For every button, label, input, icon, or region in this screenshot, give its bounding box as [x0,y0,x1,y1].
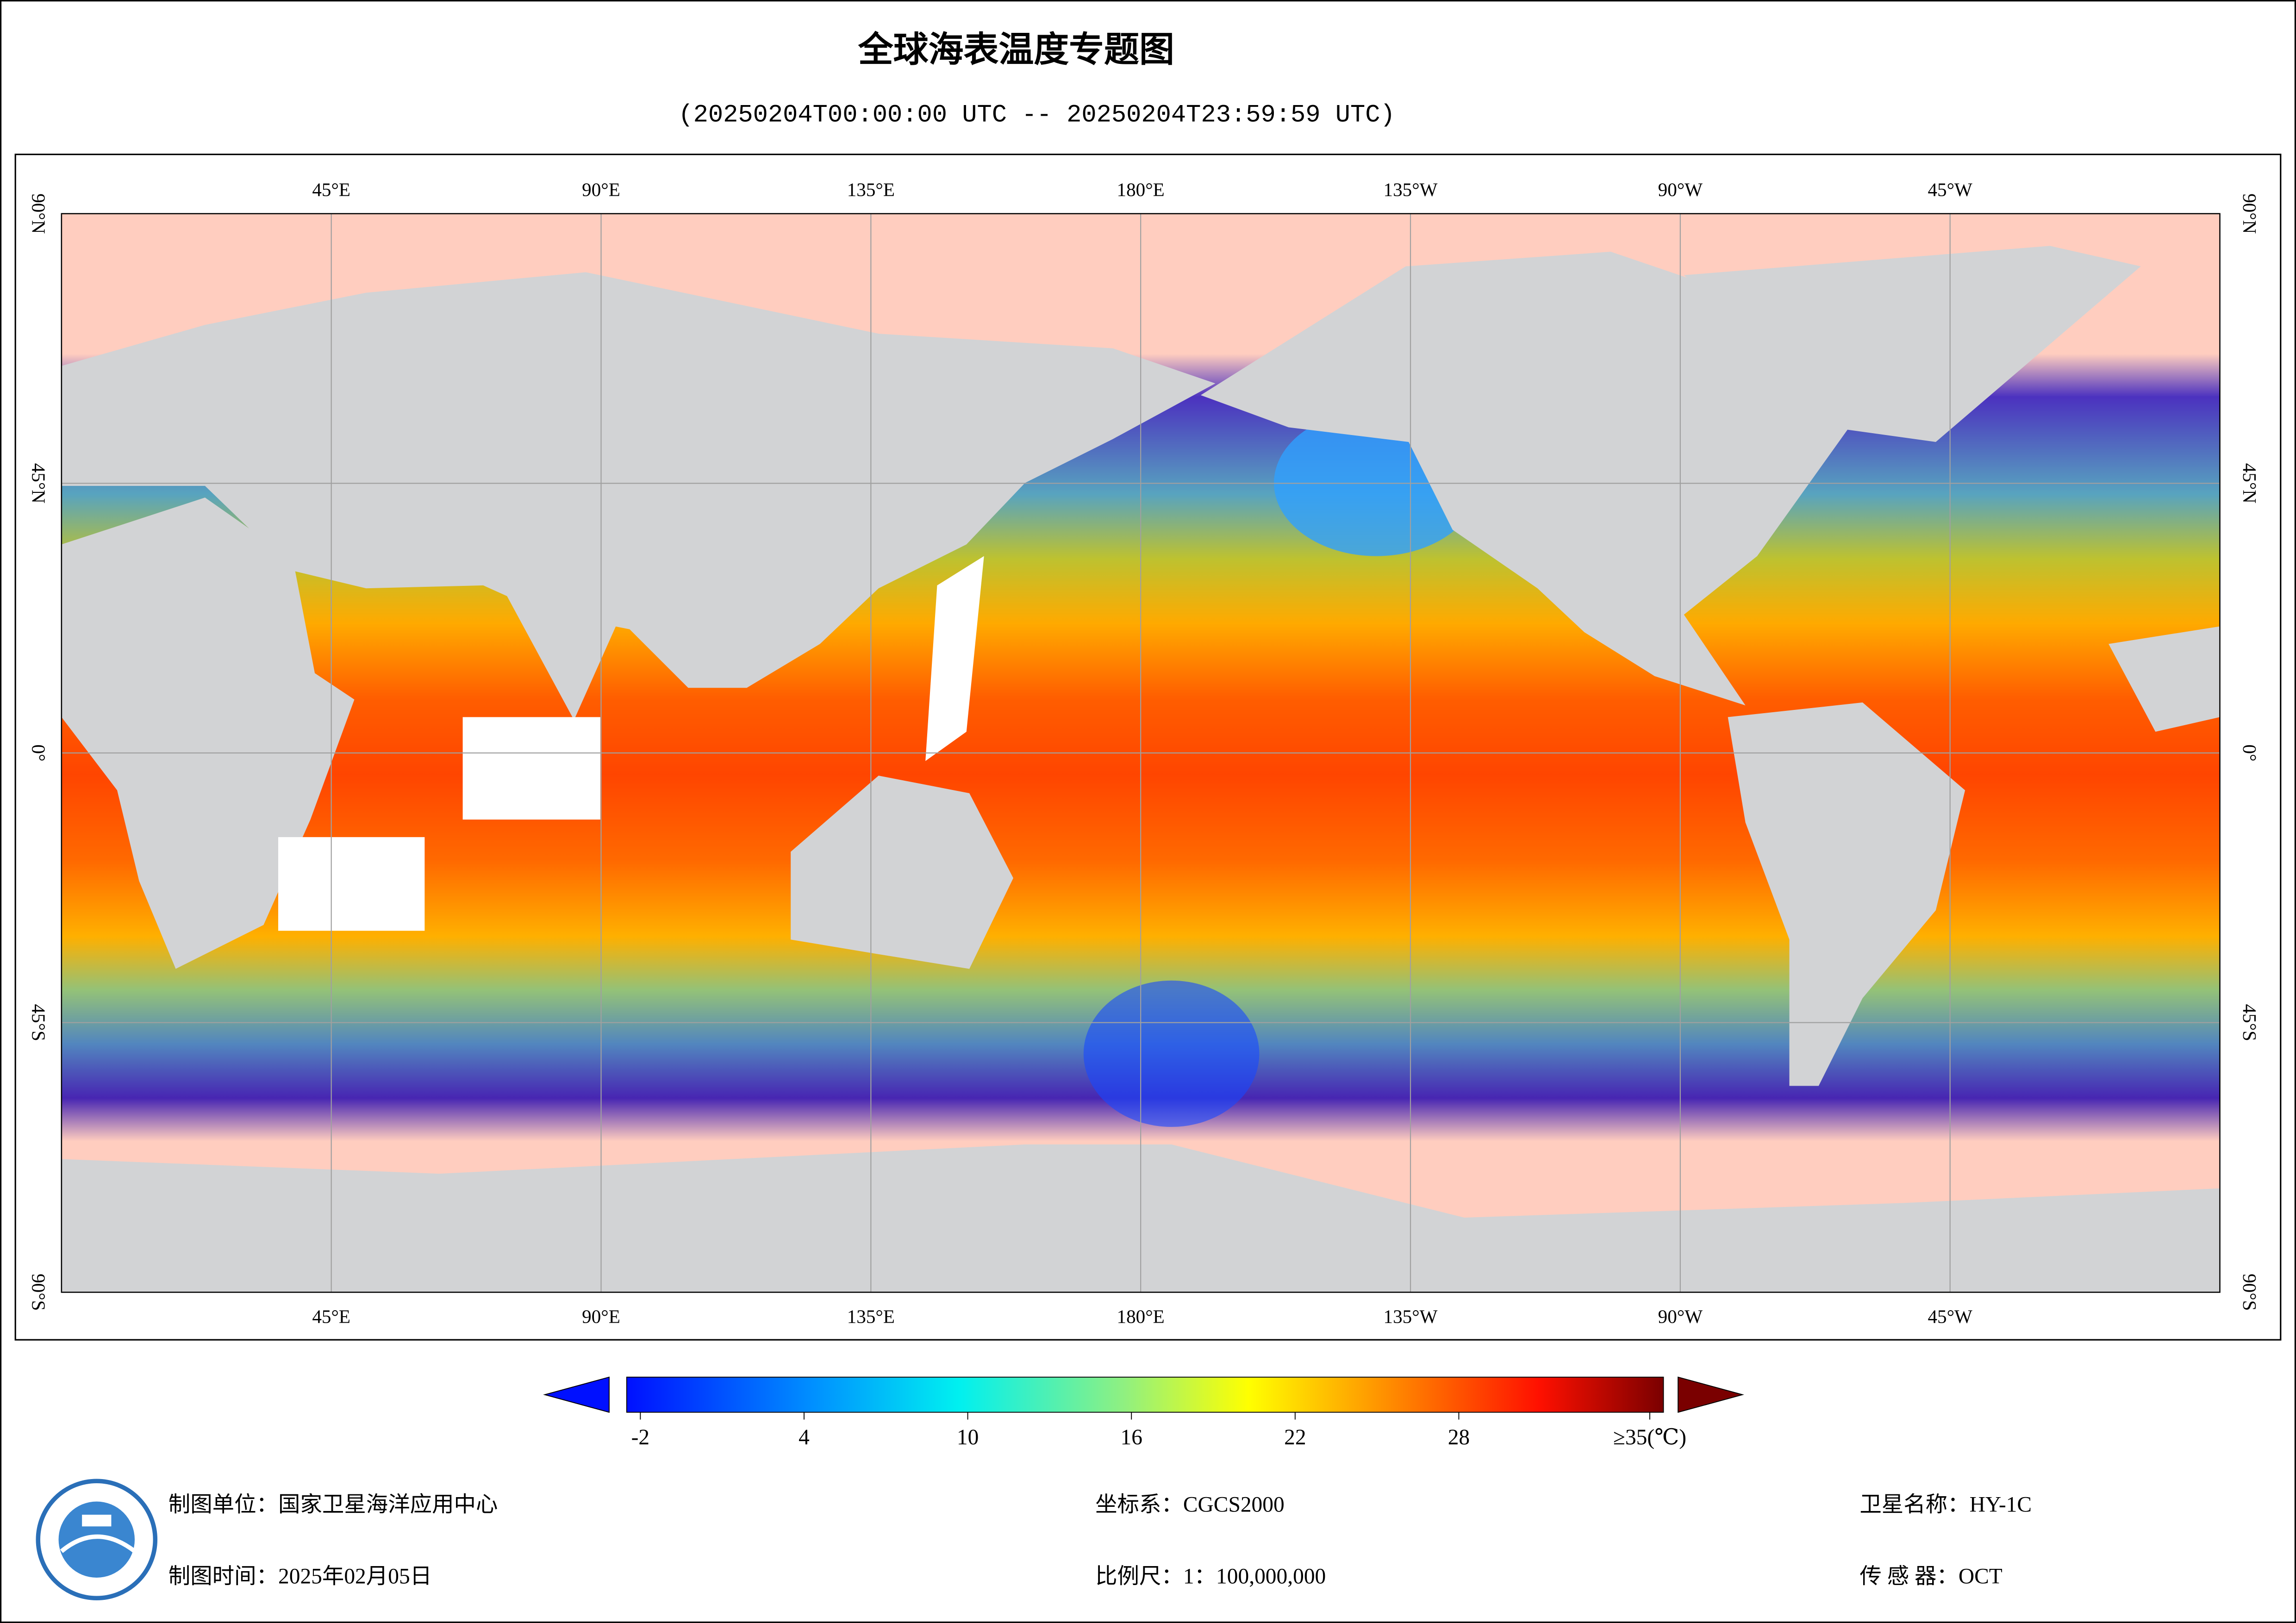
map-border [61,213,2221,1293]
land-india [505,592,623,720]
footer-sensor: 传 感 器：OCT [1859,1565,2002,1589]
colorbar-tick-label: 28 [1448,1425,1470,1449]
lat-tick-label-right: 45°N [2239,463,2260,504]
colorbar-tick-label: 16 [1120,1425,1142,1449]
map-title: 全球海表温度专题图 [858,29,1174,70]
lon-tick-label-bottom: 45°E [312,1306,350,1327]
lat-tick-label-left: 45°N [28,463,50,504]
lon-tick-label-top: 45°E [312,179,350,200]
lon-tick-label-bottom: 180°E [1117,1306,1165,1327]
lon-tick-label-top: 135°W [1384,179,1438,200]
land-australia [791,776,1013,969]
footer-scale: 比例尺：1：100,000,000 [1095,1565,1326,1589]
colorbar-low-arrow [543,1376,610,1413]
footer-time: 制图时间：2025年02月05日 [168,1565,432,1589]
land-south-america [1728,702,1965,1086]
logo-wave [60,1534,136,1553]
colorbar [626,1376,1664,1413]
lon-tick-label-bottom: 45°W [1928,1306,1972,1327]
land-eurasia [61,272,1216,688]
footer-unit: 制图单位：国家卫星海洋应用中心 [168,1493,498,1517]
lon-tick-label-top: 180°E [1117,179,1165,200]
colorbar-high-arrow [1678,1376,1744,1413]
lon-tick-label-bottom: 90°W [1658,1306,1703,1327]
colorbar-tick-label: -2 [631,1425,650,1449]
lat-tick-label-left: 0° [28,745,50,762]
land-north-america [1200,251,1904,706]
colorbar-tick-label: 4 [799,1425,810,1449]
logo-satellite [82,1514,112,1527]
lon-tick-label-bottom: 135°E [847,1306,895,1327]
lat-tick-label-left: 90°S [28,1274,50,1311]
land-west-africa [2109,626,2220,732]
lat-tick-label-right: 90°S [2239,1274,2260,1311]
logo-globe [58,1501,135,1578]
lon-tick-label-top: 90°W [1658,179,1703,200]
lat-tick-label-right: 90°N [2239,193,2260,234]
colorbar-tick-label: 10 [957,1425,979,1449]
land-greenland [1684,246,2141,442]
data-gap [925,556,984,761]
lon-tick-label-top: 90°E [582,179,620,200]
lat-tick-label-right: 0° [2239,745,2260,762]
map-subtitle: (20250204T00:00:00 UTC -- 20250204T23:59… [678,101,1395,129]
footer-satellite: 卫星名称：HY-1C [1859,1493,2032,1517]
lat-tick-label-left: 45°S [28,1004,50,1041]
footer-crs: 坐标系：CGCS2000 [1095,1493,1285,1517]
data-gap [278,837,425,931]
lon-tick-label-bottom: 90°E [582,1306,620,1327]
colorbar-tick-label: 22 [1284,1425,1306,1449]
lon-tick-label-top: 135°E [847,179,895,200]
lon-tick-label-top: 45°W [1928,179,1972,200]
data-gap [462,717,600,820]
lon-tick-label-bottom: 135°W [1384,1306,1438,1327]
lat-tick-label-right: 45°S [2239,1004,2260,1041]
lat-tick-label-left: 90°N [28,193,50,234]
colorbar-tick-label: ≥35(℃) [1613,1425,1686,1449]
sst-cold-eddy [1083,980,1260,1127]
logo [36,1479,158,1600]
